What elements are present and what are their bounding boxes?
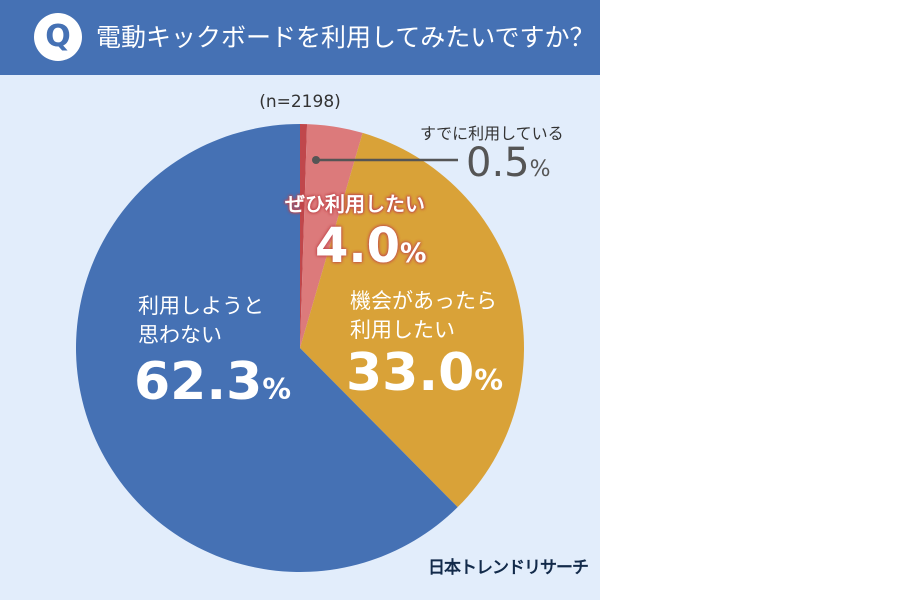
slice-not-using xyxy=(75,124,458,572)
sample-size: (n=2198) xyxy=(259,92,341,112)
question-title: 電動キックボードを利用してみたいですか？ xyxy=(96,23,595,52)
label-already-using: すでに利用している xyxy=(420,124,564,143)
infographic-panel: Q 電動キックボードを利用してみたいですか？ (n=2198) すでに利用してい… xyxy=(0,0,600,600)
question-header: Q 電動キックボードを利用してみたいですか？ xyxy=(0,0,600,75)
label-line: 思わない xyxy=(138,323,222,347)
slice-want-to-use xyxy=(300,124,363,348)
label-not-using: 利用しようと 思わない xyxy=(138,292,264,350)
leader-dot xyxy=(312,156,320,164)
pct-want-to-use: 4.0% xyxy=(315,218,427,274)
slice-already-using xyxy=(300,124,308,348)
pie-chart xyxy=(75,124,524,572)
pct-not-using: 62.3% xyxy=(134,352,291,412)
label-line: 機会があったら xyxy=(350,289,497,313)
source-logo: 日本トレンドリサーチ xyxy=(428,558,589,578)
question-badge: Q xyxy=(34,13,82,61)
pct-already-using: 0.5% xyxy=(466,140,551,186)
pct-if-opportunity: 33.0% xyxy=(346,343,503,403)
slice-if-opportunity xyxy=(300,132,524,508)
label-line: 利用しようと xyxy=(138,294,264,318)
label-line: 利用したい xyxy=(350,318,455,342)
label-if-opportunity: 機会があったら 利用したい xyxy=(350,287,497,345)
label-want-to-use: ぜひ利用したい xyxy=(285,192,425,216)
